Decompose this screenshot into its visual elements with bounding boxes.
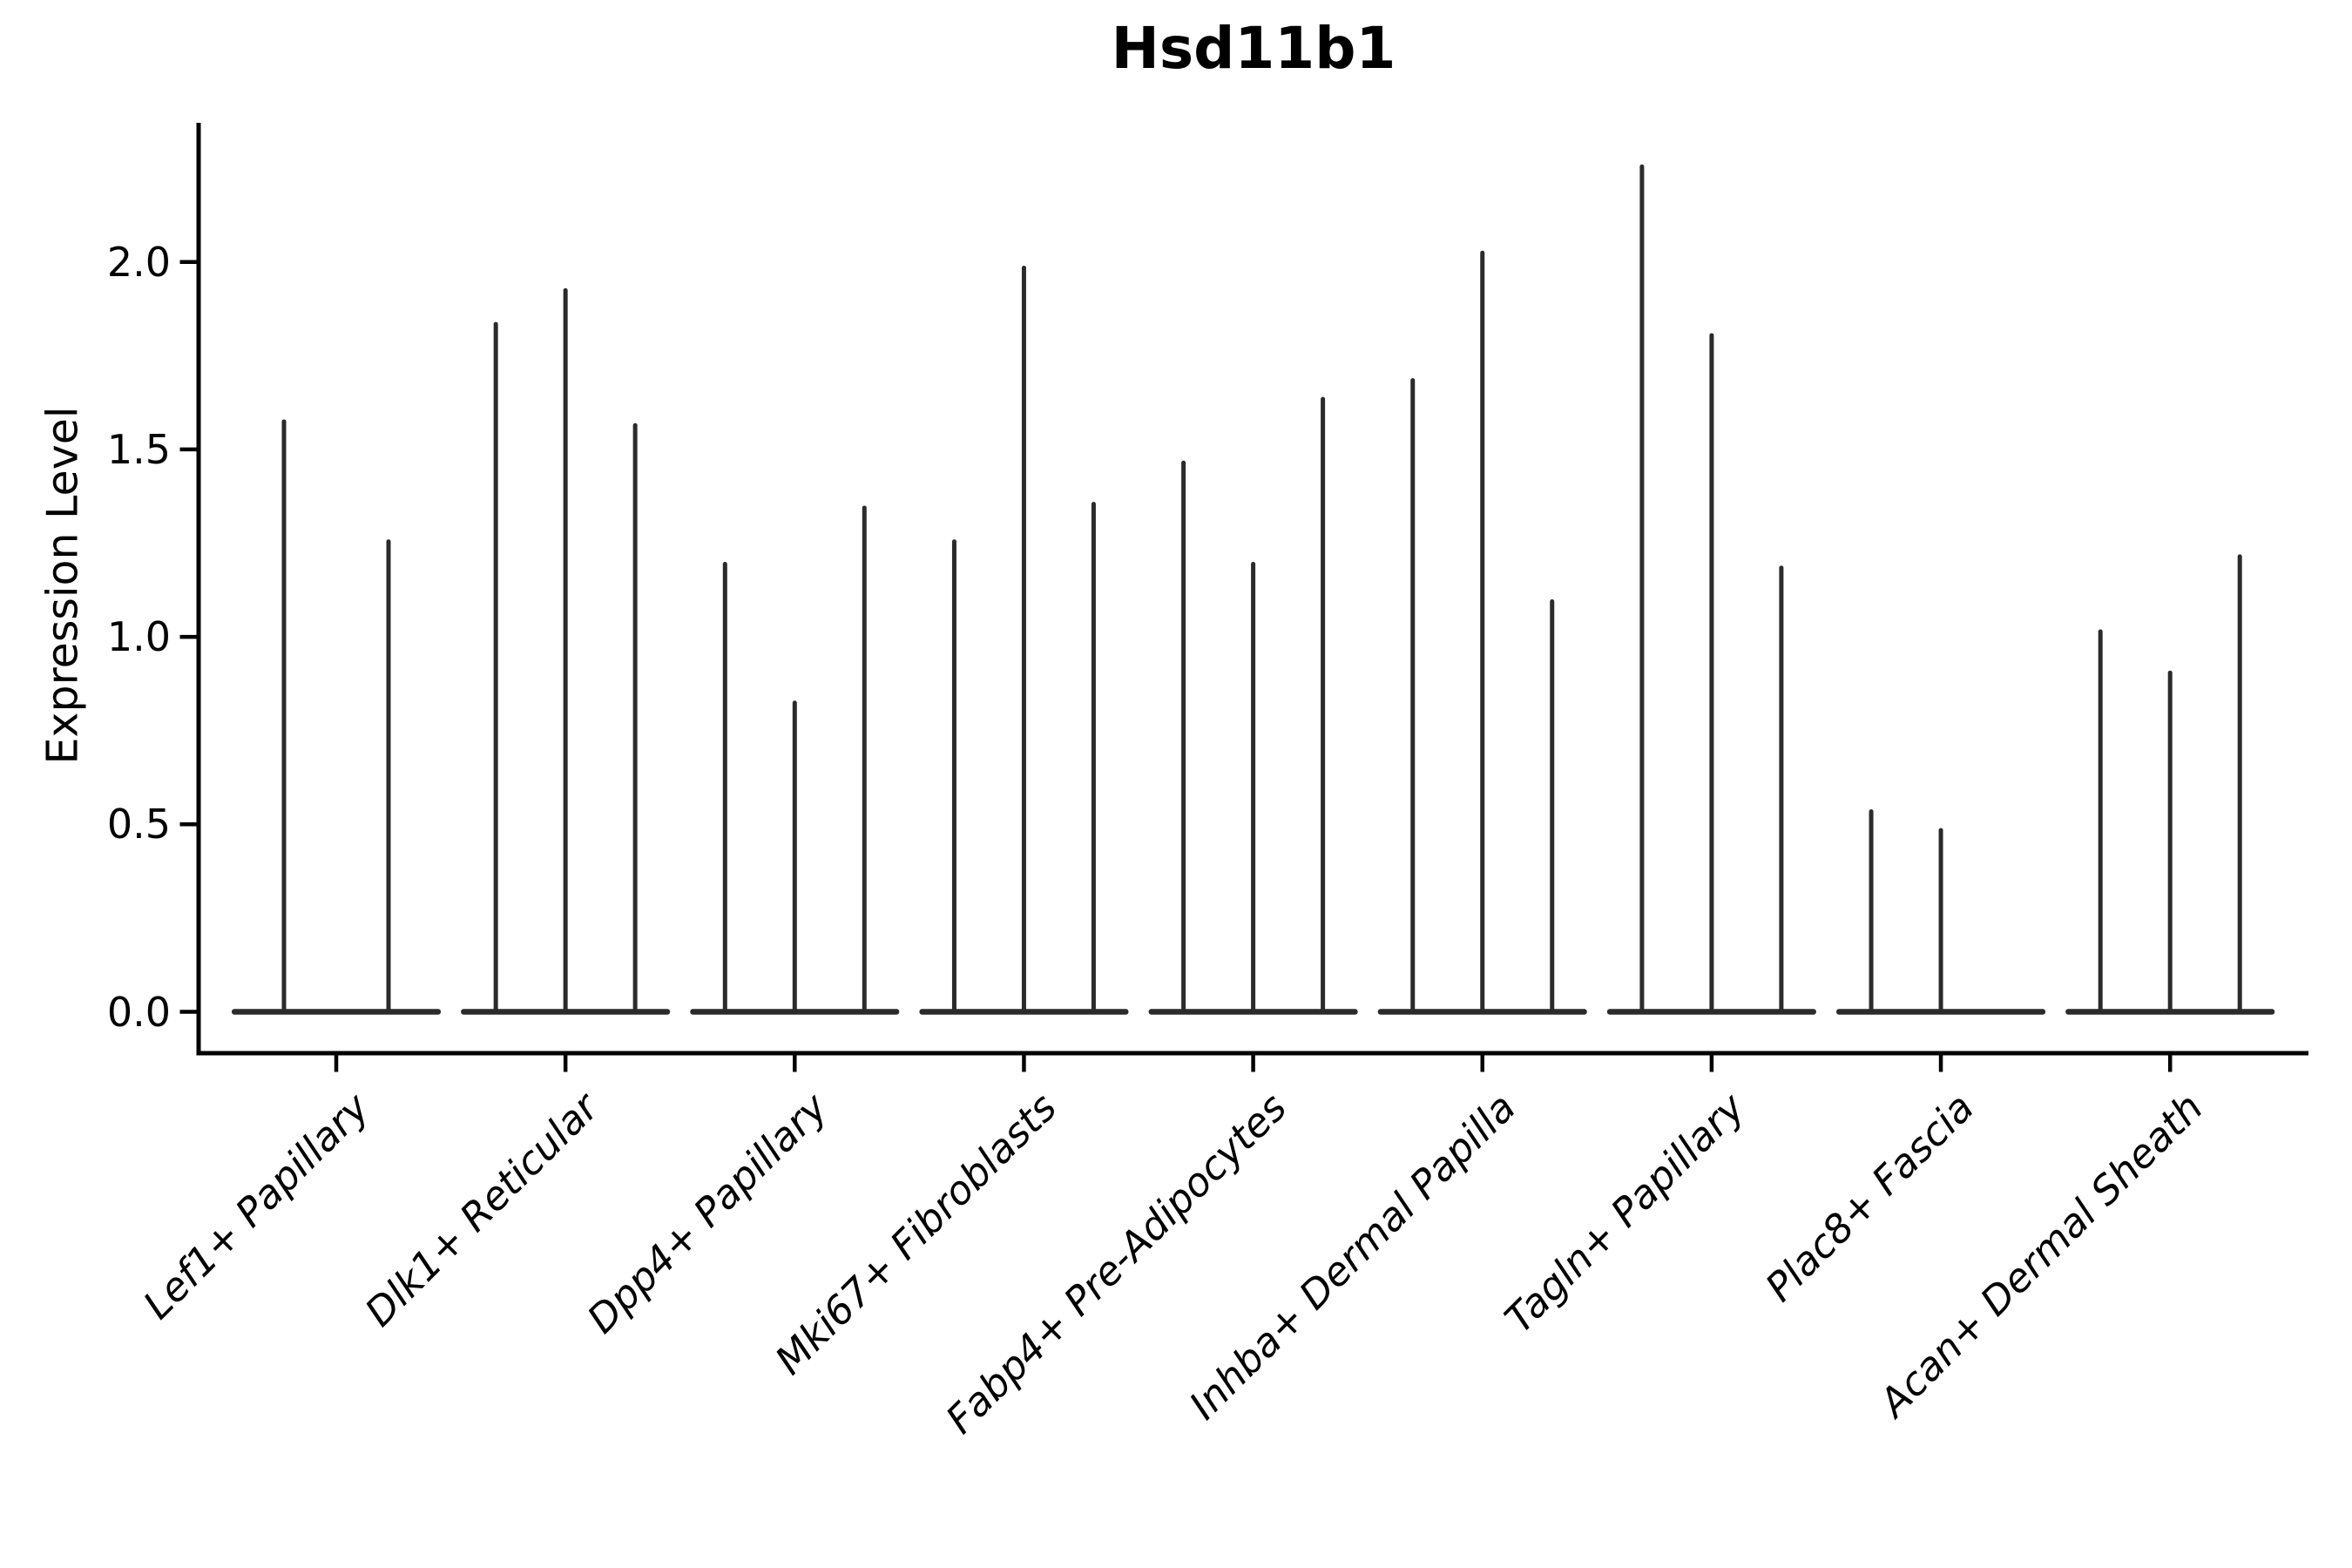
violin-spike [1480,250,1485,1015]
violin-spike [722,562,727,1015]
y-tick-label-3: 1.5 [106,425,171,473]
violin-spike [792,700,797,1015]
violin-spike [2237,554,2242,1015]
violin-spike [862,505,867,1015]
violin-spike [1938,828,1943,1015]
y-tick-label-0: 0.0 [106,988,171,1036]
violin-spike [1021,266,1026,1015]
violin-spike [1321,396,1326,1015]
violin-spike [1709,333,1714,1015]
violin-spike [386,539,391,1015]
violin-spike [493,321,498,1015]
violin-spike [563,287,568,1015]
violin-spike [281,419,287,1015]
violin-spike [1091,502,1096,1015]
violin-spike [1410,378,1416,1015]
violin-spike [1181,460,1186,1015]
y-tick-label-2: 1.0 [106,613,171,661]
violin-base [232,1009,441,1015]
y-tick-label-1: 0.5 [106,801,171,848]
violin-spike [2098,629,2103,1015]
violin-spike [951,539,956,1015]
violin-spike [1779,565,1784,1015]
y-tick-label-4: 2.0 [106,238,171,286]
violin-spike [1251,562,1256,1015]
violin-spike [1639,164,1645,1015]
violin-spike [2167,670,2173,1015]
violin-spike [1869,809,1874,1015]
plot-title: Hsd11b1 [1111,15,1396,82]
violin-spike [632,422,638,1015]
violin-spike [1550,599,1555,1015]
